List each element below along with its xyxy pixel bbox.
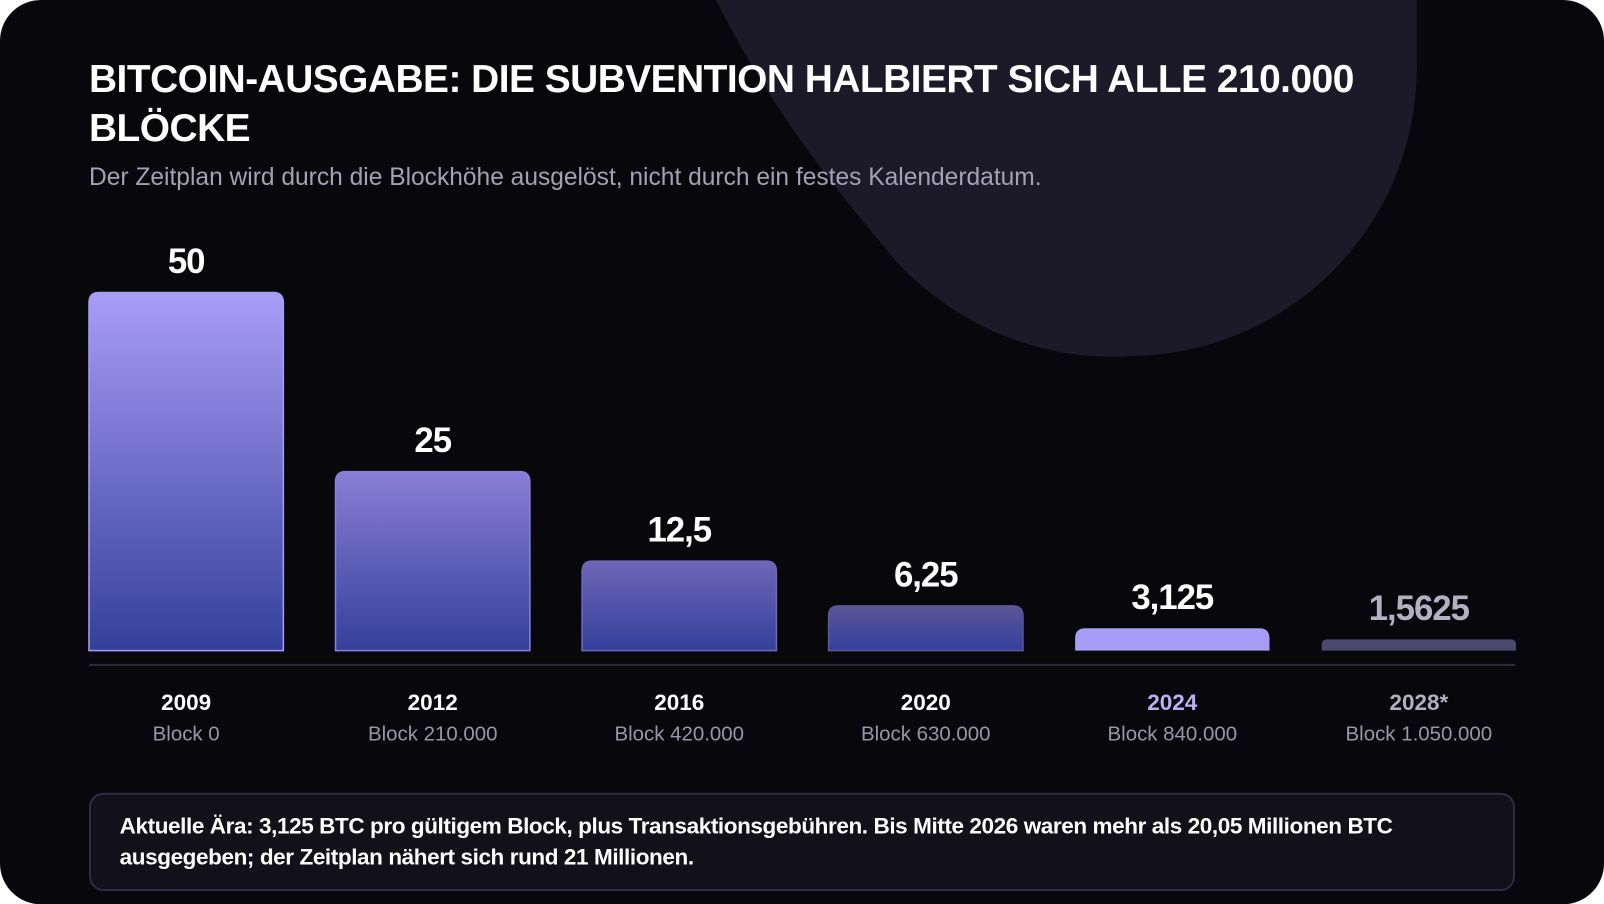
bar bbox=[827, 605, 1024, 652]
x-sublabel: Block 420.000 bbox=[614, 723, 744, 746]
value-label: 6,25 bbox=[894, 556, 958, 594]
bar bbox=[1321, 639, 1517, 651]
note: Aktuelle Ära: 3,125 BTC pro gültigem Blo… bbox=[88, 792, 1516, 891]
x-tick-label: 2024 bbox=[1147, 690, 1198, 715]
value-label: 25 bbox=[414, 422, 451, 460]
x-sublabel: Block 630.000 bbox=[861, 723, 991, 746]
x-sublabel: Block 0 bbox=[153, 723, 220, 746]
value-label: 1,5625 bbox=[1369, 590, 1470, 628]
value-label: 3,125 bbox=[1131, 579, 1214, 617]
background-shape bbox=[716, 0, 1417, 357]
x-tick-label: 2009 bbox=[161, 690, 211, 715]
value-label: 12,5 bbox=[647, 512, 711, 550]
value-label: 50 bbox=[168, 243, 205, 281]
x-sublabel: Block 210.000 bbox=[368, 723, 498, 746]
bar bbox=[581, 560, 778, 652]
x-tick-label: 2028* bbox=[1389, 690, 1448, 715]
x-sublabel: Block 1.050.000 bbox=[1346, 723, 1493, 746]
x-sublabel: Block 840.000 bbox=[1108, 723, 1238, 746]
x-tick-label: 2016 bbox=[654, 690, 704, 715]
bar bbox=[1075, 628, 1270, 651]
x-tick-label: 2012 bbox=[408, 690, 458, 715]
chart-subtitle: Der Zeitplan wird durch die Blockhöhe au… bbox=[88, 163, 1042, 192]
bar bbox=[88, 291, 285, 652]
x-tick-label: 2020 bbox=[901, 690, 951, 715]
bar bbox=[334, 470, 531, 652]
chart-title: BITCOIN-AUSGABE: DIE SUBVENTION HALBIERT… bbox=[88, 58, 1354, 151]
